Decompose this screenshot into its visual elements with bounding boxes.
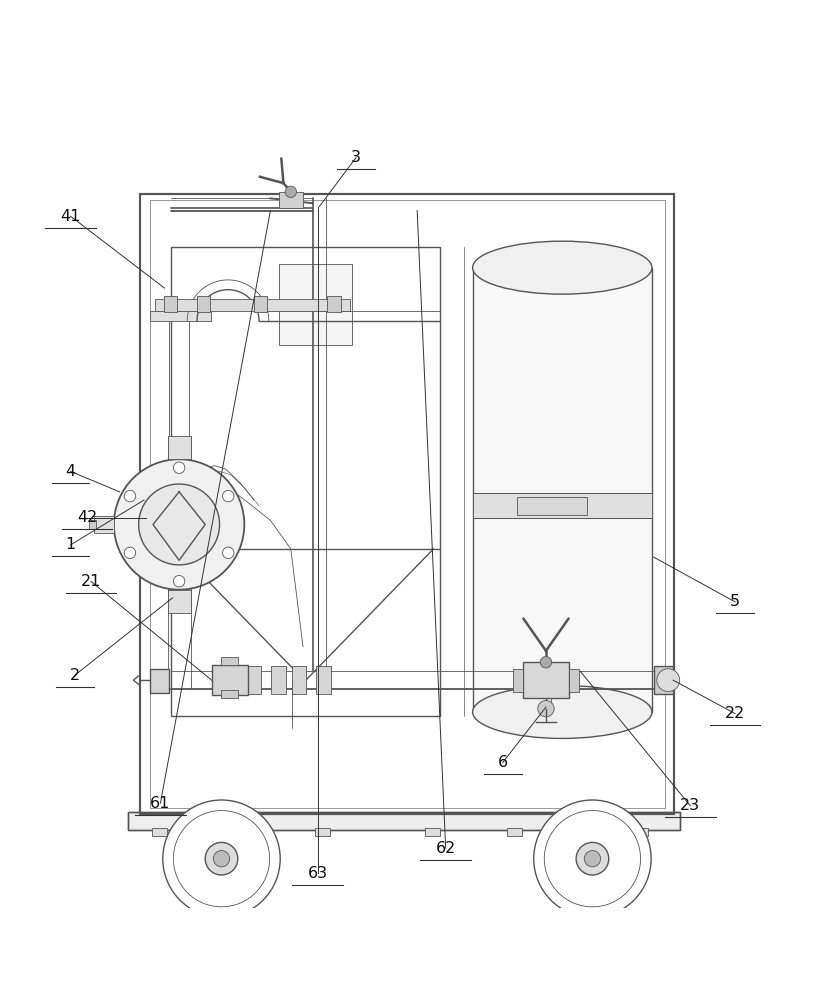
Bar (473, 493, 652, 518)
Bar (327, 296, 340, 312)
Bar (473, 268, 652, 712)
Bar (425, 828, 440, 836)
Bar (150, 311, 211, 321)
Text: 42: 42 (77, 510, 97, 525)
Text: 5: 5 (730, 594, 740, 609)
Circle shape (205, 842, 238, 875)
Bar (315, 828, 330, 836)
Circle shape (222, 490, 234, 502)
Bar (197, 296, 210, 312)
Text: 2: 2 (70, 668, 80, 683)
Text: 21: 21 (81, 574, 101, 589)
Circle shape (584, 851, 600, 867)
Bar (171, 247, 440, 716)
Circle shape (544, 811, 640, 907)
Bar (128, 812, 681, 830)
Circle shape (173, 462, 185, 473)
Text: 4: 4 (65, 464, 76, 479)
Circle shape (540, 657, 551, 668)
Bar (89, 520, 96, 529)
Circle shape (124, 547, 136, 559)
Circle shape (285, 186, 296, 198)
Ellipse shape (473, 685, 652, 738)
Text: 3: 3 (351, 150, 361, 165)
Bar (152, 828, 167, 836)
Bar (168, 590, 191, 613)
Bar (168, 436, 191, 459)
Bar (524, 662, 569, 698)
Bar (279, 192, 303, 208)
Text: 62: 62 (435, 841, 456, 856)
Bar (155, 299, 350, 311)
Text: 61: 61 (151, 796, 170, 811)
Bar (222, 690, 238, 698)
Text: 63: 63 (308, 866, 328, 881)
Bar (518, 497, 587, 515)
Circle shape (537, 701, 554, 717)
Bar (254, 296, 267, 312)
Circle shape (576, 842, 609, 875)
Circle shape (114, 459, 245, 590)
Bar (140, 194, 674, 814)
Text: 23: 23 (681, 798, 700, 813)
Circle shape (222, 547, 234, 559)
Bar (164, 296, 178, 312)
Text: 41: 41 (61, 209, 81, 224)
Bar (150, 669, 169, 693)
Circle shape (533, 800, 651, 917)
Circle shape (173, 811, 270, 907)
Bar (279, 264, 352, 345)
Bar (150, 200, 665, 808)
Circle shape (139, 484, 219, 565)
Bar (247, 666, 262, 694)
Bar (222, 657, 238, 665)
Text: 1: 1 (65, 537, 76, 552)
Bar (212, 665, 248, 695)
Text: 6: 6 (497, 755, 508, 770)
Ellipse shape (473, 241, 652, 294)
Text: 22: 22 (725, 706, 745, 721)
Bar (291, 666, 306, 694)
Bar (316, 666, 330, 694)
Bar (93, 516, 114, 533)
Bar (569, 669, 578, 692)
Bar (654, 666, 673, 694)
Bar (633, 828, 648, 836)
Bar (580, 828, 595, 836)
Bar (272, 666, 286, 694)
Circle shape (163, 800, 281, 917)
Circle shape (213, 851, 230, 867)
Circle shape (657, 669, 680, 692)
Bar (514, 669, 524, 692)
Bar (507, 828, 522, 836)
Bar (201, 828, 216, 836)
Circle shape (173, 575, 185, 587)
Bar (128, 812, 681, 830)
Circle shape (124, 490, 136, 502)
